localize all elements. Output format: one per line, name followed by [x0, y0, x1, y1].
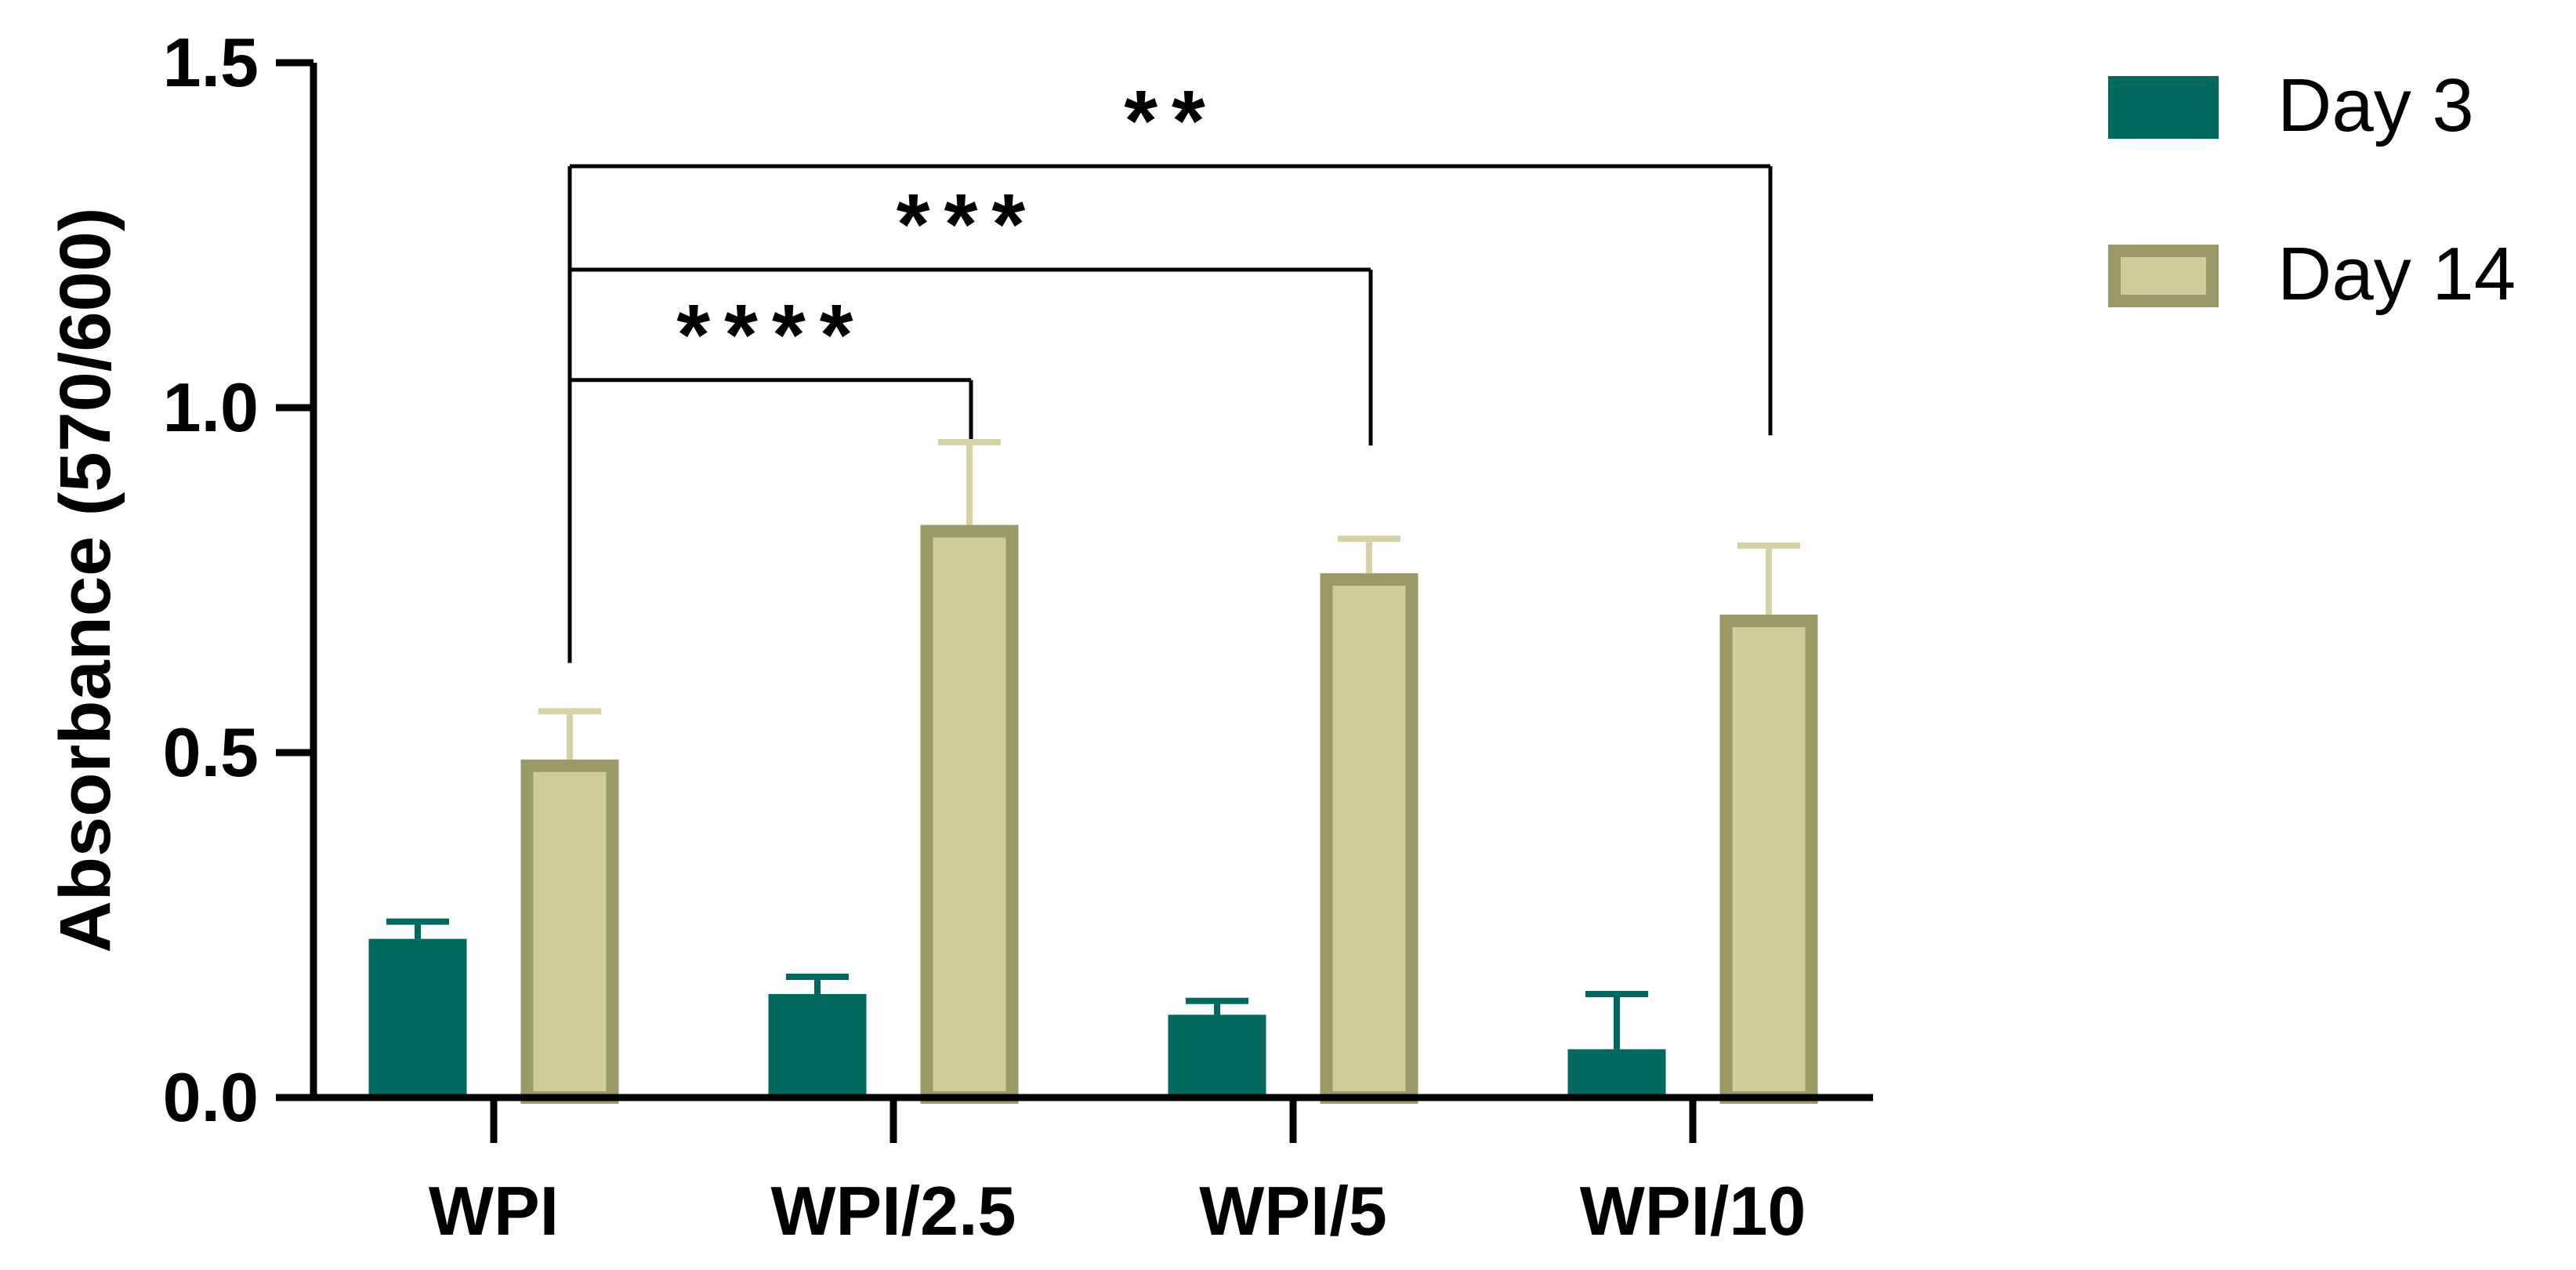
bar-day-14	[1719, 615, 1818, 1104]
significance-label: **	[1124, 73, 1219, 169]
bar-day-3	[1567, 1049, 1666, 1098]
bar-day-3	[368, 938, 467, 1098]
legend-label: Day 14	[2277, 232, 2516, 316]
y-ticks: 0.0 0.5 1.0 1.5	[163, 24, 313, 1136]
bar-day-14	[520, 759, 619, 1104]
y-tick-label: 0.0	[163, 1058, 259, 1136]
bar-day-14	[920, 524, 1019, 1104]
legend: Day 3 Day 14	[2108, 64, 2516, 316]
significance-brackets: *********	[567, 73, 1773, 663]
significance-label: ***	[897, 176, 1039, 273]
x-ticks: WPI WPI/2.5 WPI/5 WPI/10	[429, 1098, 1806, 1250]
y-tick-label: 1.0	[163, 368, 259, 446]
significance-label: ****	[676, 287, 867, 383]
x-tick-label: WPI/2.5	[771, 1172, 1016, 1250]
legend-label: Day 3	[2277, 64, 2474, 147]
bar-day-14	[1320, 573, 1418, 1104]
legend-swatch-day-14	[2108, 245, 2219, 307]
bar-marks	[368, 439, 1818, 1104]
bar-day-3	[1168, 1014, 1266, 1098]
x-tick-label: WPI	[429, 1172, 559, 1250]
legend-swatch-day-3	[2108, 76, 2219, 139]
x-tick-label: WPI/10	[1580, 1172, 1806, 1250]
y-tick-label: 0.5	[163, 713, 259, 791]
bar-day-3	[768, 994, 867, 1098]
y-axis-title: Absorbance (570/600)	[45, 207, 125, 952]
y-tick-label: 1.5	[163, 24, 259, 101]
x-tick-label: WPI/5	[1199, 1172, 1387, 1250]
axes	[276, 63, 1873, 1101]
